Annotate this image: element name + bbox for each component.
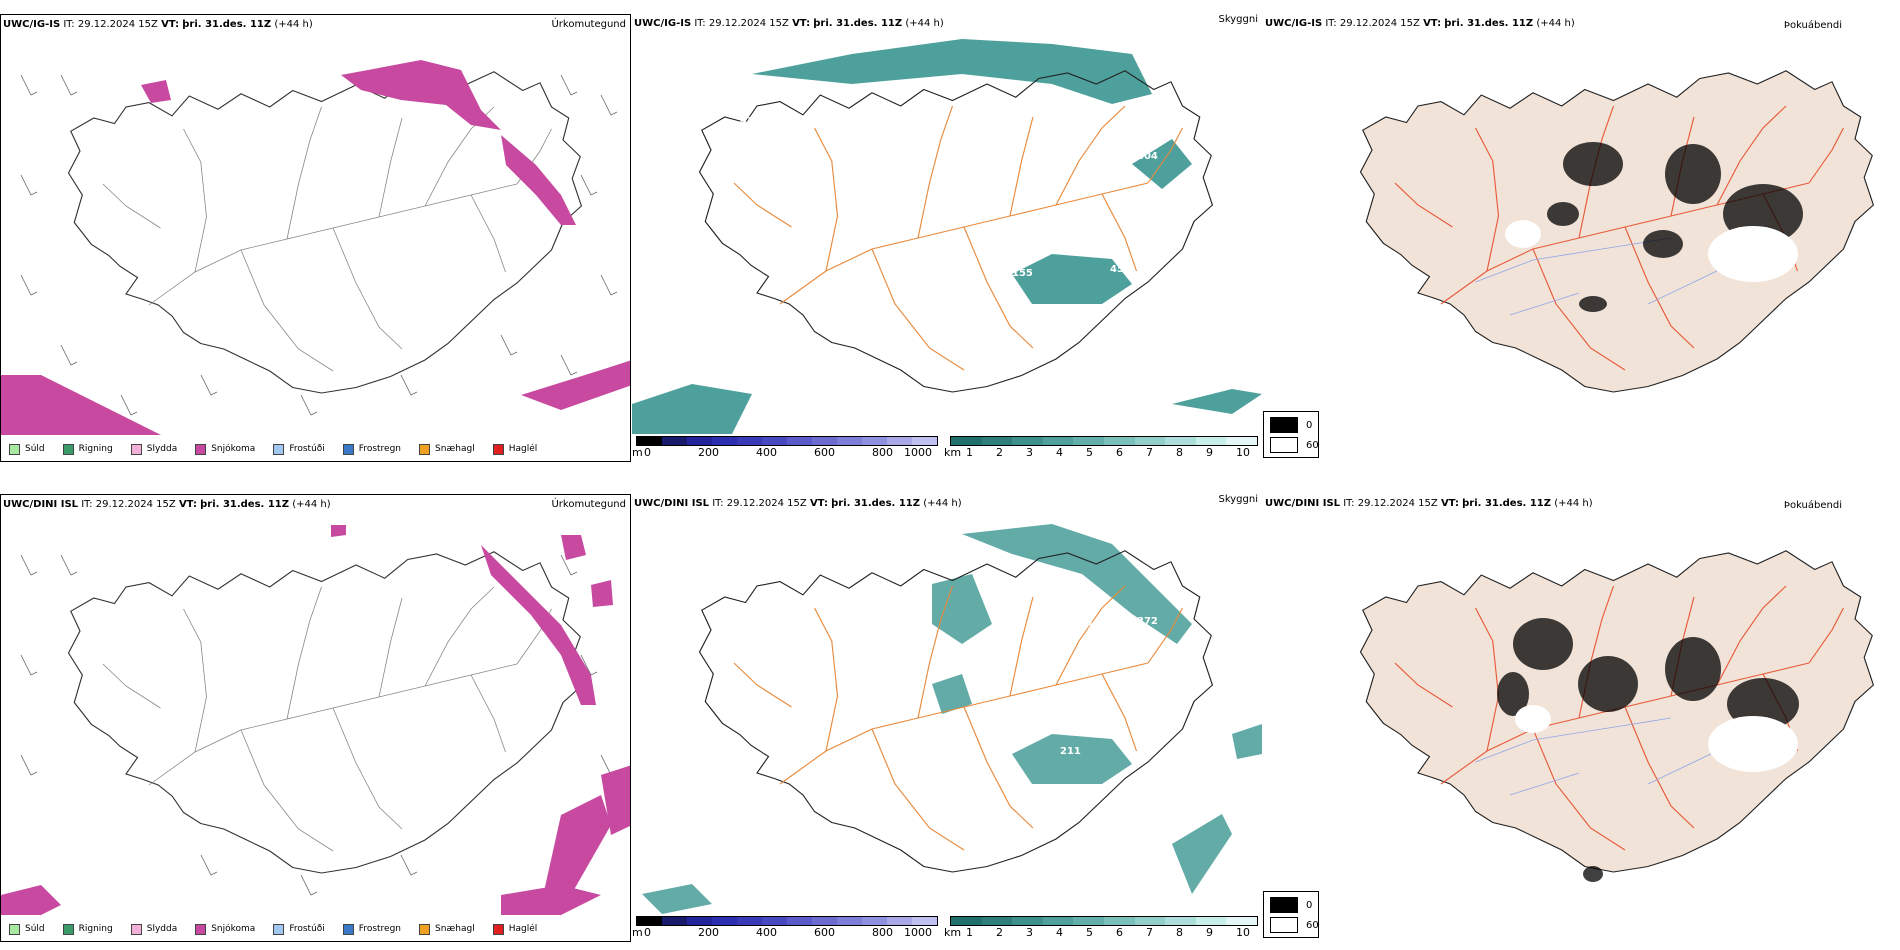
height-colorbar: m 0 200 400 600 800 1000 xyxy=(632,916,942,944)
precip-label: Úrkomutegund xyxy=(551,499,626,510)
cloud-panel-row1: UWC/IG-IS IT: 29.12.2024 15Z VT: þri. 31… xyxy=(1263,14,1900,464)
legend-item: Frostúði xyxy=(273,923,325,935)
cloud-label: Þokuábendi xyxy=(1783,20,1842,31)
legend-item: Snjókoma xyxy=(195,923,255,935)
glacier-areas xyxy=(1505,220,1798,282)
height-colorbar: m 0 200 400 600 800 1000 xyxy=(632,436,942,464)
svg-text:41: 41 xyxy=(740,116,754,127)
snow-areas xyxy=(1,525,630,915)
vis-colorbar-strip xyxy=(950,436,1258,446)
snow-areas xyxy=(1,60,630,435)
visibility-panel-row1: UWC/IG-IS IT: 29.12.2024 15Z VT: þri. 31… xyxy=(632,14,1262,464)
legend-item: Snæhagl xyxy=(419,443,475,455)
height-colorbar-strip xyxy=(636,436,938,446)
legend-item: Snjókoma xyxy=(195,443,255,455)
precip-panel-row2: UWC/DINI ISL IT: 29.12.2024 15Z VT: þri.… xyxy=(0,494,631,942)
legend-item: Snæhagl xyxy=(419,923,475,935)
panel-title: UWC/IG-IS IT: 29.12.2024 15Z VT: þri. 31… xyxy=(1265,18,1575,29)
svg-text:130: 130 xyxy=(1087,621,1108,632)
svg-text:152: 152 xyxy=(782,86,803,97)
precip-map xyxy=(1,60,630,435)
vis-colorbar: km 1 2 3 4 5 6 7 8 9 10 xyxy=(944,916,1260,944)
legend-item: Slydda xyxy=(130,923,177,935)
legend-item: Súld xyxy=(9,923,45,935)
cloud-map xyxy=(1359,70,1874,393)
legend-item: Frostregn xyxy=(342,443,401,455)
svg-text:372: 372 xyxy=(1137,616,1158,627)
precip-map xyxy=(1,525,630,915)
panel-title: UWC/DINI ISL IT: 29.12.2024 15Z VT: þri.… xyxy=(3,499,331,510)
visibility-label: Skyggni xyxy=(1218,494,1258,505)
legend-item: Haglél xyxy=(492,443,537,455)
legend-item: Frostúði xyxy=(273,443,325,455)
legend-item: Haglél xyxy=(492,923,537,935)
svg-text:42: 42 xyxy=(952,661,966,672)
visibility-map: 152 41 804 201 155 451 1 xyxy=(632,39,1262,434)
height-colorbar-strip xyxy=(636,916,938,926)
svg-text:804: 804 xyxy=(1137,151,1158,162)
svg-text:451: 451 xyxy=(1110,264,1131,275)
cloud-map xyxy=(1359,550,1874,882)
vis-colorbar-strip xyxy=(950,916,1258,926)
cloud-label: Þokuábendi xyxy=(1783,500,1842,511)
wind-barbs xyxy=(20,74,618,416)
glacier-areas xyxy=(1515,705,1798,772)
svg-text:12: 12 xyxy=(962,646,976,657)
svg-text:155: 155 xyxy=(1012,268,1033,279)
panel-title: UWC/IG-IS IT: 29.12.2024 15Z VT: þri. 31… xyxy=(3,19,313,30)
svg-text:1: 1 xyxy=(1052,336,1059,347)
fog-patches xyxy=(1547,142,1803,312)
panel-title: UWC/DINI ISL IT: 29.12.2024 15Z VT: þri.… xyxy=(1265,498,1593,509)
precip-legend: Súld Rigning Slydda Snjókoma Frostúði Fr… xyxy=(1,437,630,461)
vis-numbers: 152 41 804 201 155 451 1 xyxy=(740,86,1158,347)
vis-numbers: 12 42 130 372 235 211 xyxy=(947,616,1158,757)
panel-title: UWC/IG-IS IT: 29.12.2024 15Z VT: þri. 31… xyxy=(634,18,944,29)
precip-label: Úrkomutegund xyxy=(551,19,626,30)
legend-item: Rigning xyxy=(62,923,113,935)
precip-panel-row1: UWC/IG-IS IT: 29.12.2024 15Z VT: þri. 31… xyxy=(0,14,631,462)
precip-legend: Súld Rigning Slydda Snjókoma Frostúði Fr… xyxy=(1,917,630,941)
visibility-map: 12 42 130 372 235 211 xyxy=(642,524,1262,914)
panel-title: UWC/DINI ISL IT: 29.12.2024 15Z VT: þri.… xyxy=(634,498,962,509)
svg-text:211: 211 xyxy=(1060,746,1081,757)
percent-legend: 0 60 xyxy=(1263,891,1319,938)
visibility-label: Skyggni xyxy=(1218,14,1258,25)
legend-item: Rigning xyxy=(62,443,113,455)
visibility-panel-row2: UWC/DINI ISL IT: 29.12.2024 15Z VT: þri.… xyxy=(632,494,1262,944)
cloud-panel-row2: UWC/DINI ISL IT: 29.12.2024 15Z VT: þri.… xyxy=(1263,494,1900,944)
svg-text:235: 235 xyxy=(947,721,968,732)
legend-item: Slydda xyxy=(130,443,177,455)
percent-legend: 0 60 xyxy=(1263,411,1319,458)
vis-colorbar: km 1 2 3 4 5 6 7 8 9 10 xyxy=(944,436,1260,464)
legend-item: Frostregn xyxy=(342,923,401,935)
svg-text:201: 201 xyxy=(942,246,963,257)
legend-item: Súld xyxy=(9,443,45,455)
